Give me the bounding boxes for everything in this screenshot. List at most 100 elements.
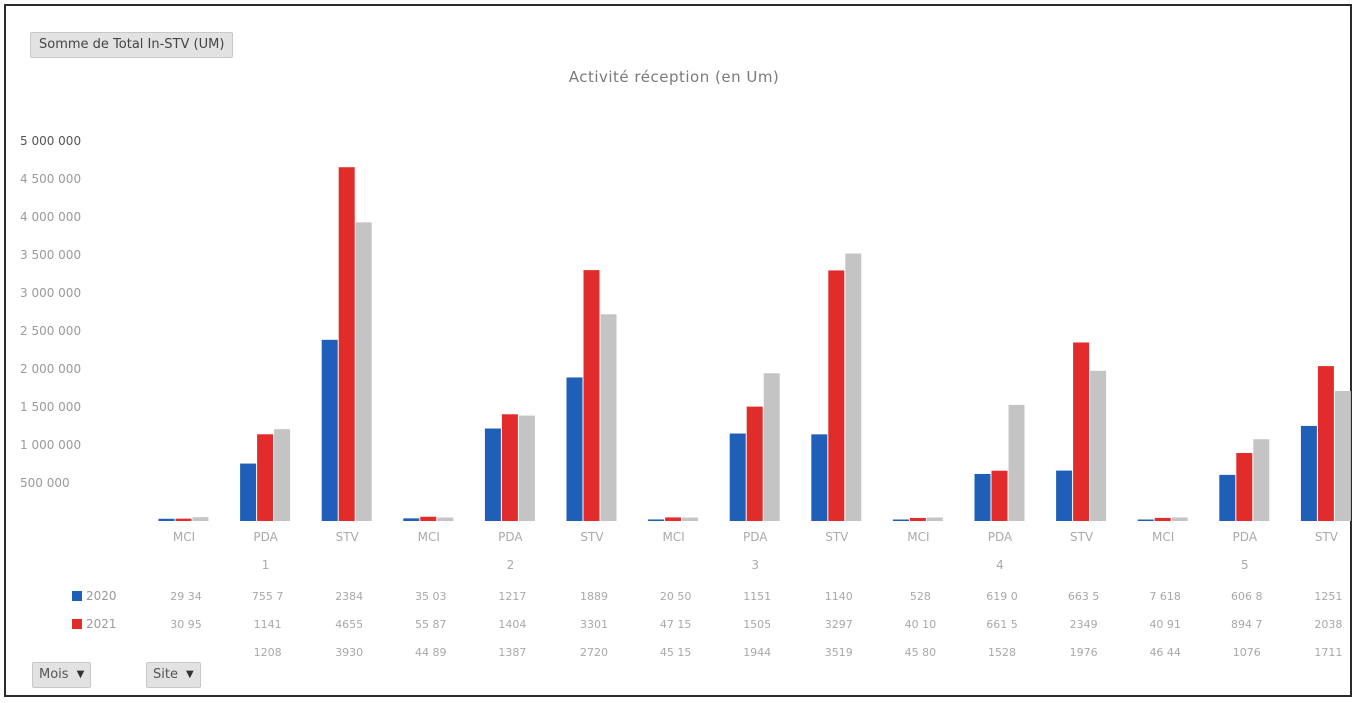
bar-2020-12[interactable] [1056,470,1073,521]
bar-series-3-15[interactable] [1334,390,1351,521]
legend-swatch [72,619,82,629]
bar-2021-14[interactable] [1236,453,1253,521]
x-category-label: STV [825,530,849,544]
bar-2021-12[interactable] [1073,342,1090,521]
bar-2020-13[interactable] [1137,519,1154,522]
table-cell: 35 03 [415,590,447,603]
bar-series-3-6[interactable] [600,314,617,521]
filter-mois-label: Mois [39,667,69,682]
chart-frame [4,4,1352,697]
table-cell: 1889 [580,590,608,603]
bar-2020-5[interactable] [484,428,501,521]
table-cell: 1528 [988,646,1016,659]
table-cell: 47 15 [660,618,692,631]
bar-2021-1[interactable] [175,518,192,521]
table-cell: 3297 [825,618,853,631]
x-category-label: MCI [418,530,440,544]
bar-2020-10[interactable] [892,519,909,522]
table-cell: 1217 [498,590,526,603]
y-tick-label: 500 000 [20,476,70,490]
bar-2020-8[interactable] [729,433,746,521]
bar-2021-11[interactable] [991,470,1008,521]
bar-2021-6[interactable] [583,270,600,521]
x-category-label: STV [336,530,360,544]
legend-swatch [72,591,82,601]
y-tick-label: 2 000 000 [20,362,81,376]
bar-2020-6[interactable] [566,377,583,521]
table-cell: 894 7 [1231,618,1263,631]
x-category-label: PDA [253,530,278,544]
chevron-down-icon: ▼ [76,669,85,680]
bar-series-3-2[interactable] [274,429,291,521]
bar-series-3-14[interactable] [1253,439,1270,521]
bar-2020-1[interactable] [158,518,175,521]
table-cell: 40 10 [905,618,937,631]
x-group-label: 3 [751,558,759,572]
x-category-label: PDA [1233,530,1258,544]
bar-series-3-7[interactable] [682,517,699,521]
table-cell: 30 95 [170,618,202,631]
y-tick-label: 1 500 000 [20,400,81,414]
bar-series-3-3[interactable] [355,222,372,521]
bar-2020-11[interactable] [974,473,991,521]
y-tick-label: 4 500 000 [20,172,81,186]
table-cell: 1944 [743,646,771,659]
table-cell: 1151 [743,590,771,603]
bar-2021-10[interactable] [909,517,926,521]
bar-2021-4[interactable] [420,516,437,521]
bar-2021-2[interactable] [257,434,274,521]
chart-title: Activité réception (en Um) [568,68,780,86]
bar-2021-7[interactable] [665,517,682,521]
bar-2020-15[interactable] [1300,425,1317,521]
x-group-label: 1 [262,558,270,572]
y-tick-label: 3 500 000 [20,248,81,262]
legend-label: 2020 [86,589,117,603]
bar-series-3-13[interactable] [1171,517,1188,521]
x-category-label: STV [580,530,604,544]
filter-site-button[interactable]: Site ▼ [146,662,201,688]
bar-2021-13[interactable] [1154,517,1171,521]
bar-2021-3[interactable] [338,167,355,521]
table-cell: 528 [910,590,931,603]
bar-2021-5[interactable] [501,414,518,521]
table-cell: 2038 [1314,618,1342,631]
bar-series-3-10[interactable] [926,517,943,521]
value-field-button[interactable]: Somme de Total In-STV (UM) [30,32,234,58]
bar-2020-4[interactable] [403,518,420,521]
filter-site-label: Site [153,667,178,682]
bar-series-3-12[interactable] [1090,370,1107,521]
bar-2020-2[interactable] [240,463,257,521]
table-cell: 663 5 [1068,590,1100,603]
table-cell: 2384 [335,590,363,603]
bar-2020-7[interactable] [648,519,665,521]
x-category-label: MCI [662,530,684,544]
bar-series-3-9[interactable] [845,253,862,521]
table-cell: 44 89 [415,646,447,659]
bar-series-3-8[interactable] [763,373,780,521]
bar-series-3-1[interactable] [192,517,209,521]
table-cell: 1140 [825,590,853,603]
table-cell: 46 44 [1149,646,1181,659]
bar-2021-8[interactable] [746,406,763,521]
x-category-label: MCI [173,530,195,544]
y-tick-label: 1 000 000 [20,438,81,452]
bar-2020-3[interactable] [321,339,338,521]
bar-2021-9[interactable] [828,270,845,521]
table-cell: 3930 [335,646,363,659]
bar-2020-9[interactable] [811,434,828,521]
x-category-label: MCI [907,530,929,544]
bar-series-3-4[interactable] [437,517,454,521]
x-category-label: PDA [498,530,523,544]
table-cell: 3519 [825,646,853,659]
table-cell: 1141 [254,618,282,631]
table-cell: 40 91 [1149,618,1181,631]
bar-series-3-5[interactable] [518,415,535,521]
filter-mois-button[interactable]: Mois ▼ [32,662,92,688]
table-cell: 29 34 [170,590,202,603]
y-tick-label: 5 000 000 [20,134,81,148]
bar-2021-15[interactable] [1317,366,1334,521]
y-tick-label: 2 500 000 [20,324,81,338]
bar-series-3-11[interactable] [1008,404,1025,521]
bar-2020-14[interactable] [1219,474,1236,521]
